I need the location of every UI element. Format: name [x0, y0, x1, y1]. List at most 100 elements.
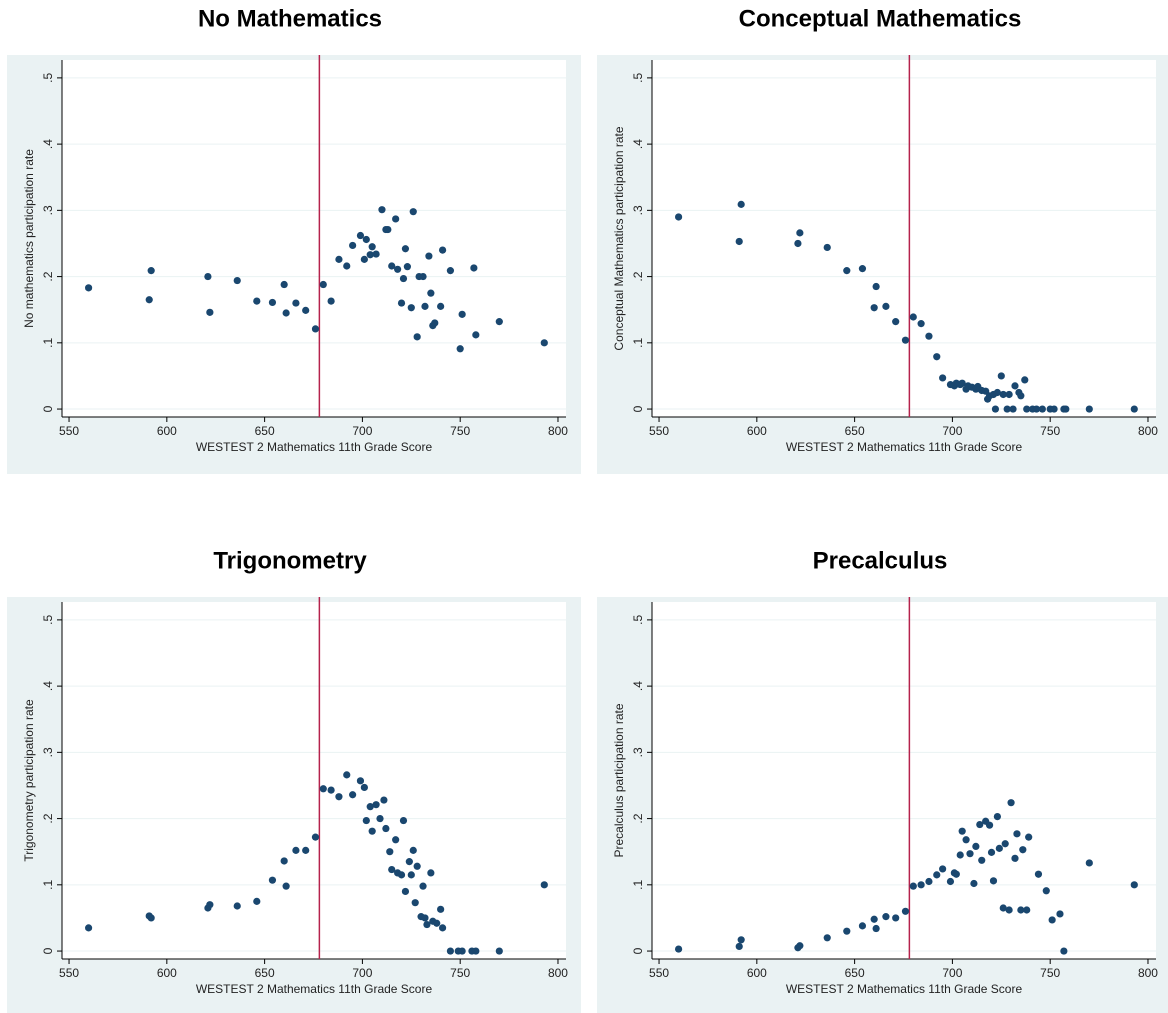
point: [966, 850, 974, 858]
x-tick-label: 700: [352, 966, 372, 980]
y-axis-label: No mathematics participation rate: [22, 149, 36, 328]
y-tick-label: .1: [631, 337, 645, 347]
point: [343, 771, 351, 779]
point: [378, 206, 386, 214]
x-tick-label: 650: [255, 424, 275, 438]
point: [1011, 382, 1019, 390]
point: [1001, 840, 1009, 848]
plot-area: [652, 60, 1156, 417]
x-tick-label: 750: [1040, 966, 1060, 980]
point: [872, 282, 880, 291]
x-tick-label: 600: [157, 424, 177, 438]
point: [794, 239, 802, 248]
point: [311, 833, 320, 841]
point: [292, 299, 300, 307]
point: [335, 255, 343, 263]
point: [1023, 405, 1031, 413]
x-tick-label: 550: [59, 966, 79, 980]
point: [540, 339, 548, 347]
point: [411, 899, 419, 907]
y-tick-label: .2: [631, 813, 645, 823]
x-tick-label: 700: [352, 424, 372, 438]
point: [302, 306, 310, 314]
y-tick-label: .2: [41, 813, 55, 823]
x-tick-label: 800: [1138, 424, 1158, 438]
point: [1009, 405, 1017, 413]
point: [423, 920, 431, 929]
point: [1005, 906, 1013, 914]
point: [870, 915, 878, 923]
point: [456, 345, 464, 353]
x-tick-label: 800: [548, 966, 568, 980]
point: [1056, 910, 1064, 918]
point: [958, 379, 966, 387]
point: [437, 905, 445, 913]
point: [946, 877, 955, 886]
point: [84, 284, 93, 292]
point: [397, 299, 406, 307]
point: [319, 785, 327, 793]
x-tick-label: 600: [157, 966, 177, 980]
point: [796, 229, 804, 237]
point: [399, 274, 408, 283]
point: [401, 245, 410, 253]
x-tick-label: 800: [548, 424, 568, 438]
point: [962, 836, 970, 844]
point: [368, 827, 376, 835]
point: [362, 235, 370, 244]
y-tick-label: 0: [631, 947, 645, 954]
point: [382, 824, 390, 833]
point: [540, 881, 548, 889]
point: [366, 251, 374, 259]
point: [335, 793, 343, 801]
y-axis-label: Trigonometry participation rate: [22, 699, 36, 862]
point: [268, 876, 277, 884]
x-tick-label: 550: [59, 424, 79, 438]
point: [368, 243, 376, 251]
point: [1019, 846, 1027, 854]
y-tick-label: .5: [631, 615, 645, 625]
point: [311, 325, 320, 333]
point: [917, 320, 925, 328]
point: [958, 827, 966, 835]
point: [909, 882, 917, 890]
point: [993, 812, 1001, 821]
x-axis-label: WESTEST 2 Mathematics 11th Grade Score: [786, 440, 1023, 454]
point: [823, 243, 831, 252]
point: [858, 922, 867, 930]
point: [939, 865, 947, 873]
point: [253, 297, 261, 305]
point: [362, 816, 370, 825]
y-tick-label: .3: [41, 747, 55, 757]
panel: Trigonometry 0 .1 .2 .3 .4 .5 550 600 650 700 750 80…: [7, 547, 581, 1013]
point: [419, 272, 427, 281]
plot-area: [652, 602, 1156, 959]
point: [1085, 859, 1093, 867]
point: [901, 336, 910, 344]
point: [343, 262, 351, 270]
point: [431, 319, 439, 327]
point: [999, 904, 1007, 912]
x-tick-label: 650: [255, 966, 275, 980]
point: [735, 237, 743, 246]
y-tick-label: .2: [631, 271, 645, 281]
x-axis-label: WESTEST 2 Mathematics 11th Grade Score: [196, 982, 433, 996]
point: [993, 388, 1001, 397]
point: [882, 302, 890, 310]
y-tick-label: .3: [631, 205, 645, 215]
point: [446, 947, 455, 955]
panel-title: No Mathematics: [198, 5, 382, 32]
point: [1038, 405, 1046, 413]
point: [380, 796, 388, 804]
point: [882, 913, 890, 921]
point: [1007, 799, 1015, 807]
point: [413, 862, 421, 870]
point: [917, 881, 925, 889]
y-tick-label: 0: [41, 405, 55, 412]
point: [1130, 881, 1138, 889]
point: [925, 877, 933, 886]
point: [233, 276, 241, 285]
point: [872, 924, 880, 933]
point: [1011, 854, 1019, 862]
